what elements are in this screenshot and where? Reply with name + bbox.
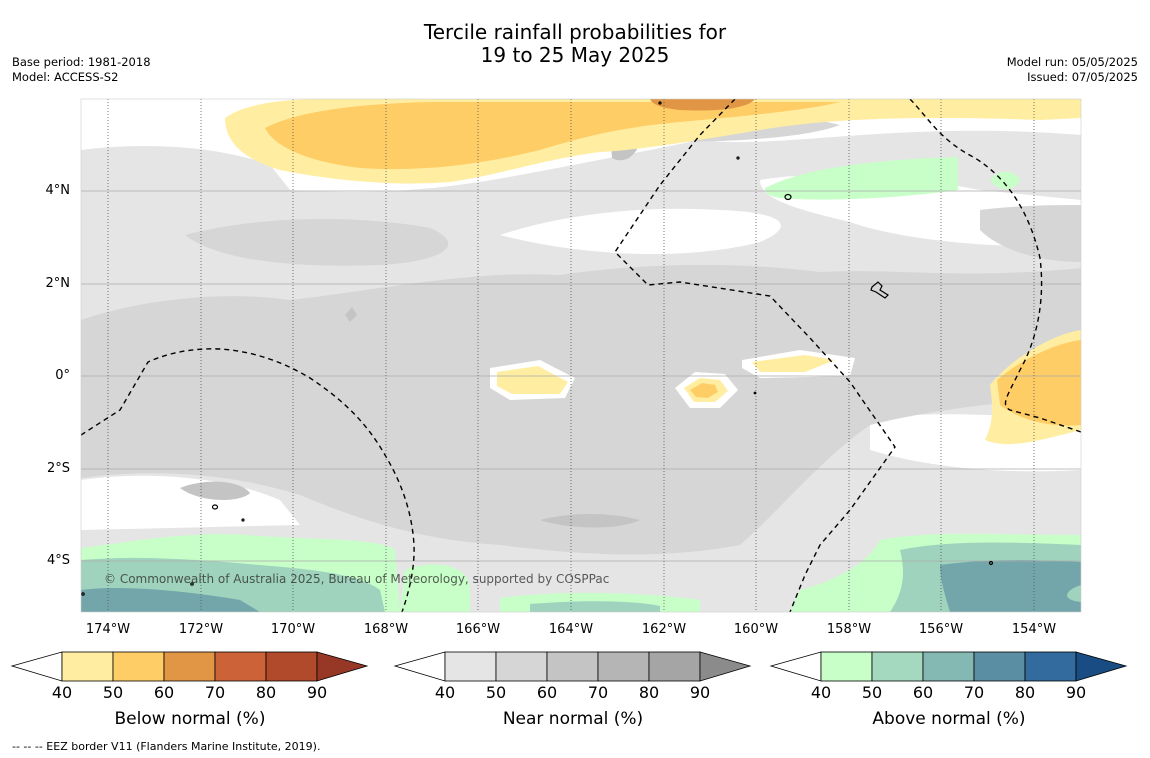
near-normal-60-region: [345, 307, 357, 322]
above-normal-40-region: [400, 564, 470, 612]
colorbar-segment: [214, 651, 267, 682]
lat-tick-4n: 4°N: [45, 183, 71, 198]
colorbar-tick-label: 90: [306, 683, 328, 702]
colorbar-tick-label: 50: [861, 683, 883, 702]
base-period-text: Base period: 1981-2018: [12, 55, 151, 69]
near-normal-50-region: [81, 264, 1081, 555]
colorbar-tick-label: 40: [810, 683, 832, 702]
near-normal-colorbar: [393, 651, 752, 682]
below-normal-40-region: [1035, 99, 1075, 119]
colorbar-tick-label: 80: [1014, 683, 1036, 702]
colorbar-segment: [922, 651, 975, 682]
colorbar-segment: [1024, 651, 1077, 682]
issued-text: Issued: 07/05/2025: [1027, 70, 1138, 84]
colorbar-segment: [820, 651, 873, 682]
above-normal-label: Above normal (%): [872, 709, 1026, 729]
above-normal-50-region: [530, 601, 660, 612]
lat-tick-2s: 2°S: [46, 461, 70, 476]
island-outlines: [81, 101, 994, 596]
lon-tick-156w: 156°W: [918, 622, 964, 637]
no-dominant-region: [500, 208, 781, 255]
colorbar-segment: [597, 651, 650, 682]
colorbar-segment: [444, 651, 497, 682]
colorbar-segment: [973, 651, 1026, 682]
colorbar-tick-label: 60: [153, 683, 175, 702]
near-normal-50-region: [430, 463, 686, 495]
colorbar-tick-label: 60: [912, 683, 934, 702]
lon-tick-164w: 164°W: [548, 622, 594, 637]
lat-tick-4s: 4°S: [46, 553, 70, 568]
colorbar-tick-label: 40: [434, 683, 456, 702]
colorbar-segment: [648, 651, 701, 682]
colorbar-tick-label: 70: [587, 683, 609, 702]
below-normal-patch: [490, 350, 855, 408]
colorbar-segment: [163, 651, 216, 682]
near-normal-50-region: [980, 205, 1081, 262]
colorbar-tick-label: 80: [638, 683, 660, 702]
colorbar-segment: [546, 651, 599, 682]
lon-tick-162w: 162°W: [641, 622, 687, 637]
colorbar-tick-label: 50: [485, 683, 507, 702]
near-normal-50-region: [185, 218, 449, 266]
above-normal-60-region: [940, 560, 1081, 612]
colorbar-tick-label: 70: [963, 683, 985, 702]
lon-tick-158w: 158°W: [826, 622, 872, 637]
above-normal-40-region: [764, 157, 958, 200]
lat-tick-2n: 2°N: [45, 276, 71, 291]
lon-tick-154w: 154°W: [1011, 622, 1057, 637]
above-normal-colorbar: [769, 651, 1128, 682]
near-normal-60-region: [540, 514, 640, 528]
colorbar-segment: [871, 651, 924, 682]
latitude-gridlines: [81, 190, 1081, 562]
lon-tick-172w: 172°W: [178, 622, 224, 637]
copyright-notice: © Commonwealth of Australia 2025, Bureau…: [104, 572, 610, 586]
colorbar-tick-label: 90: [1065, 683, 1087, 702]
lon-tick-170w: 170°W: [270, 622, 316, 637]
colorbar-segment: [265, 651, 318, 682]
model-run-text: Model run: 05/05/2025: [1006, 55, 1138, 69]
lon-tick-168w: 168°W: [363, 622, 409, 637]
eez-footnote: -- -- -- EEZ border V11 (Flanders Marine…: [12, 740, 321, 753]
lon-tick-174w: 174°W: [85, 622, 131, 637]
map-frame: [80, 98, 1082, 613]
colorbar-segment: [112, 651, 165, 682]
below-normal-50-region: [265, 102, 840, 170]
lon-tick-166w: 166°W: [455, 622, 501, 637]
lon-tick-160w: 160°W: [733, 622, 779, 637]
below-normal-colorbar: [10, 651, 369, 682]
colorbar-tick-label: 80: [255, 683, 277, 702]
eez-border: [81, 99, 1081, 612]
colorbar-tick-label: 40: [51, 683, 73, 702]
above-normal-60-region: [81, 588, 260, 612]
model-text: Model: ACCESS-S2: [12, 70, 119, 84]
below-normal-label: Below normal (%): [114, 709, 266, 729]
meta-right: Model run: 05/05/2025 Issued: 07/05/2025: [1007, 55, 1138, 85]
below-normal-60-region: [650, 99, 755, 111]
map-title-line-2: 19 to 25 May 2025: [480, 43, 670, 67]
rainfall-probability-map: [80, 98, 1082, 613]
colorbar-tick-label: 50: [102, 683, 124, 702]
colorbar-tick-label: 70: [204, 683, 226, 702]
colorbar-segment: [495, 651, 548, 682]
near-normal-label: Near normal (%): [502, 709, 644, 729]
below-normal-50-region: [997, 340, 1081, 426]
near-normal-60-region: [180, 481, 250, 500]
lat-tick-0: 0°: [55, 368, 70, 383]
map-title-line-1: Tercile rainfall probabilities for: [423, 20, 727, 44]
meta-left: Base period: 1981-2018 Model: ACCESS-S2: [12, 55, 151, 85]
colorbar-tick-label: 60: [536, 683, 558, 702]
colorbar-tick-label: 90: [689, 683, 711, 702]
colorbar-segment: [61, 651, 114, 682]
